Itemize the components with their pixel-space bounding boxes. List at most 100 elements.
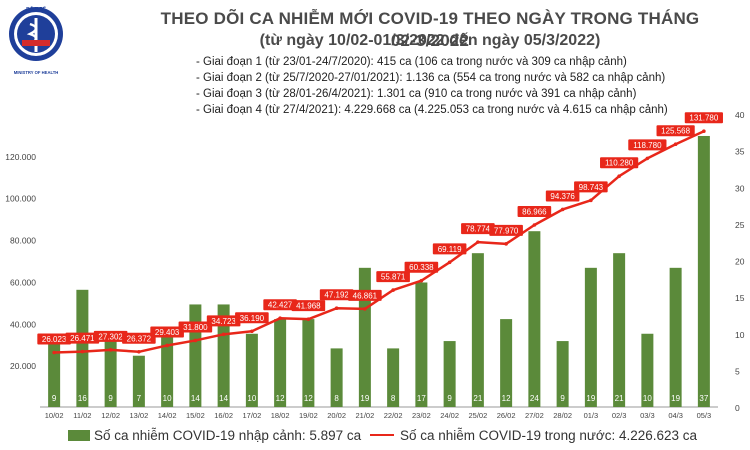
bar [528,231,541,407]
line-label-box [545,190,580,202]
line-point [52,350,56,355]
phase-2: - Giai đoạn 2 (từ 25/7/2020-27/01/2021):… [196,72,666,84]
bar [443,341,456,407]
y-right-tick-label: 10 [735,330,745,340]
line-value-label: 110.280 [605,159,634,168]
line-point [306,317,311,321]
line-point [504,242,508,246]
page-title: THEO DÕI CA NHIỄM MỚI COVID-19 THEO NGÀY… [160,9,700,50]
bar-value-label: 9 [52,394,57,403]
bar [471,253,484,407]
line-value-label: 34.723 [211,317,236,326]
bar-value-label: 8 [334,394,339,403]
line-value-label: 27.302 [98,332,123,341]
line-label-box [235,312,269,324]
bar-value-label: 24 [530,394,539,403]
bar-value-label: 14 [191,394,200,403]
bar-value-label: 17 [417,394,426,403]
y-right-tick-label: 30 [735,183,745,193]
legend-line-swatch [370,434,394,436]
bar [415,282,428,407]
x-tick-label: 01/3 [584,411,599,420]
bar-value-label: 12 [276,394,285,403]
bar-value-label: 9 [447,394,452,403]
line-value-label: 60.338 [409,263,434,272]
line-point [673,142,678,147]
line-point [560,207,565,212]
line-label-box [150,326,184,338]
y-left-tick-label: 100.000 [5,194,36,204]
line-value-label: 94.376 [550,192,575,201]
line-point [137,350,141,354]
line-point [476,240,480,244]
bar [387,348,400,407]
bar [132,355,145,407]
x-tick-label: 25/02 [468,411,487,420]
x-tick-label: 02/3 [612,411,627,420]
line-label-box [206,315,241,327]
x-tick-label: 21/02 [355,411,374,420]
line-point [108,348,113,352]
line-value-label: 47.192 [324,291,349,300]
line-value-label: 46.861 [353,291,378,300]
x-tick-label: 24/02 [440,411,459,420]
line-value-label: 86.966 [522,207,547,216]
bar-value-label: 19 [360,394,369,403]
bar [358,267,371,407]
line-point [589,198,593,203]
legend-bars-label: Số ca nhiễm COVID-19 nhập cảnh: 5.897 ca [94,428,362,443]
line-label-box [376,271,410,283]
phase-1: - Giai đoạn 1 (từ 23/01-24/7/2020): 415 … [196,56,627,68]
x-tick-label: 20/02 [327,411,346,420]
bar [189,304,202,407]
line-label-box [93,330,128,342]
line-value-label: 29.403 [155,328,180,337]
legend-bar-swatch [68,430,90,441]
x-tick-label: 14/02 [158,411,177,420]
line-value-label: 69.119 [438,245,462,254]
line-value-label: 98.743 [579,183,604,192]
y-right-tick-label: 5 [735,366,740,376]
logo-text: BỘ Y TẾ [26,5,46,13]
x-tick-label: 26/02 [497,411,516,420]
bar [697,135,710,407]
line-value-label: 26.372 [127,334,152,343]
x-tick-label: 05/3 [697,411,712,420]
line-label-box [37,333,71,345]
y-right-tick-label: 20 [735,257,745,267]
bar [584,267,597,407]
line-point [80,349,85,354]
line-value-label: 26.023 [42,335,67,344]
line-label-box [65,332,100,344]
bar-value-label: 19 [586,394,595,403]
line-value-label: 31.800 [183,323,208,332]
x-tick-label: 18/02 [271,411,290,420]
bar [302,319,315,407]
x-tick-label: 22/02 [384,411,403,420]
x-tick-label: 16/02 [214,411,233,420]
line-point [617,174,621,178]
bar-value-label: 9 [108,394,113,403]
legend-bars: Số ca nhiễm COVID-19 nhập cảnh: 5.897 ca [68,428,361,443]
line-label-box [432,243,467,255]
line-point [447,260,452,265]
line-point [363,307,367,311]
line-value-label: 26.471 [70,334,95,343]
bar-value-label: 14 [219,394,228,403]
bar [613,253,626,407]
line-value-label: 131.780 [689,114,718,123]
bar [245,333,258,407]
bar-value-label: 8 [391,394,396,403]
phase-4: - Giai đoạn 4 (từ 27/4/2021): 4.229.668 … [196,104,668,116]
line-value-label: 78.774 [466,225,491,234]
x-tick-label: 04/3 [668,411,683,420]
bar-value-label: 12 [304,394,313,403]
phase-3: - Giai đoạn 3 (từ 28/01-26/4/2021): 1.30… [196,88,637,100]
y-right-tick-label: 40 [735,110,745,120]
line-label-box [574,181,608,193]
line-label-box [600,157,639,169]
legend-line-label: Số ca nhiễm COVID-19 trong nước: 4.226.6… [400,428,698,443]
bar [161,333,174,407]
phase-summary: - Giai đoạn 1 (từ 23/01-24/7/2020): 415 … [196,54,668,118]
line-label-box [489,224,523,236]
